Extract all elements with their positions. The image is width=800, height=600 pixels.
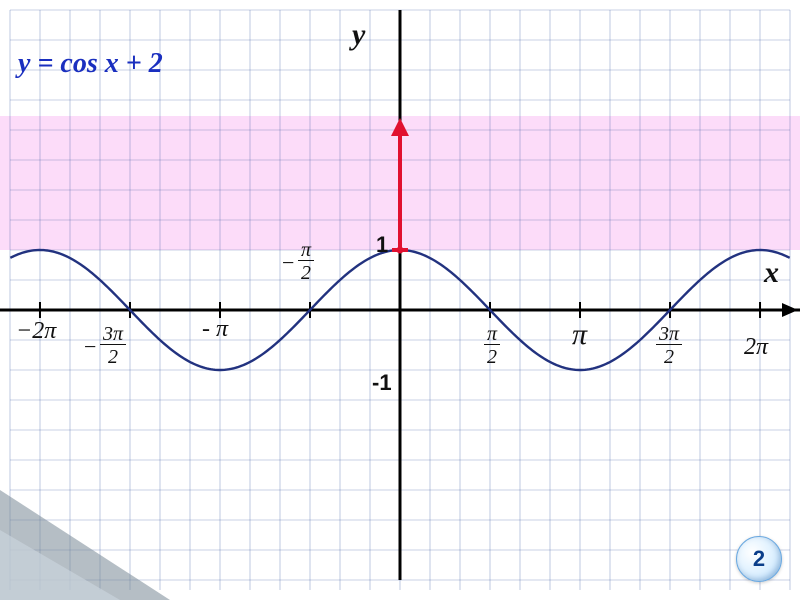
corner-decoration-light bbox=[0, 530, 120, 600]
formula: y = cos x + 2 bbox=[18, 48, 163, 80]
x-tick-frac: π2 bbox=[484, 324, 500, 367]
x-axis-label: x bbox=[764, 256, 779, 290]
y-axis-label: y bbox=[352, 18, 365, 52]
x-tick: π bbox=[572, 318, 587, 352]
chart-container: y = cos x + 2 y x 1 -1 −2π−3π2- π−π2π2π3… bbox=[0, 0, 800, 600]
x-tick: - π bbox=[202, 316, 228, 343]
x-tick-frac: 3π2 bbox=[656, 324, 682, 367]
x-tick-frac: −3π2 bbox=[100, 324, 126, 367]
page-number-badge: 2 bbox=[736, 536, 782, 582]
x-tick: 2π bbox=[744, 334, 768, 361]
page-number: 2 bbox=[753, 546, 765, 572]
x-tick: −2π bbox=[16, 318, 56, 345]
x-tick-frac: −π2 bbox=[298, 240, 314, 283]
tick-one: 1 bbox=[376, 232, 388, 258]
tick-minusone: -1 bbox=[372, 370, 392, 396]
